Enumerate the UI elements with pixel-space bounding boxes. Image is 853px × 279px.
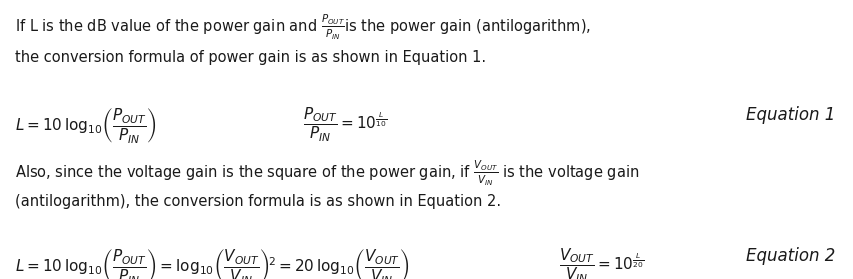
Text: (antilogarithm), the conversion formula is as shown in Equation 2.: (antilogarithm), the conversion formula … (15, 194, 501, 209)
Text: $\dfrac{V_{OUT}}{V_{IN}} = 10^{\frac{L}{20}}$: $\dfrac{V_{OUT}}{V_{IN}} = 10^{\frac{L}{… (559, 247, 644, 279)
Text: Equation 1: Equation 1 (745, 106, 834, 124)
Text: the conversion formula of power gain is as shown in Equation 1.: the conversion formula of power gain is … (15, 50, 486, 65)
Text: $\dfrac{P_{OUT}}{P_{IN}} = 10^{\frac{L}{10}}$: $\dfrac{P_{OUT}}{P_{IN}} = 10^{\frac{L}{… (303, 106, 386, 144)
Text: $L = 10\,\log_{10}\!\left(\dfrac{P_{OUT}}{P_{IN}}\right) = \log_{10}\!\left(\dfr: $L = 10\,\log_{10}\!\left(\dfrac{P_{OUT}… (15, 247, 409, 279)
Text: Equation 2: Equation 2 (745, 247, 834, 265)
Text: If L is the dB value of the power gain and $\frac{P_{OUT}}{P_{IN}}$is the power : If L is the dB value of the power gain a… (15, 13, 590, 42)
Text: Also, since the voltage gain is the square of the power gain, if $\frac{V_{OUT}}: Also, since the voltage gain is the squa… (15, 159, 639, 188)
Text: $L = 10\,\log_{10}\!\left(\dfrac{P_{OUT}}{P_{IN}}\right)$: $L = 10\,\log_{10}\!\left(\dfrac{P_{OUT}… (15, 106, 157, 145)
